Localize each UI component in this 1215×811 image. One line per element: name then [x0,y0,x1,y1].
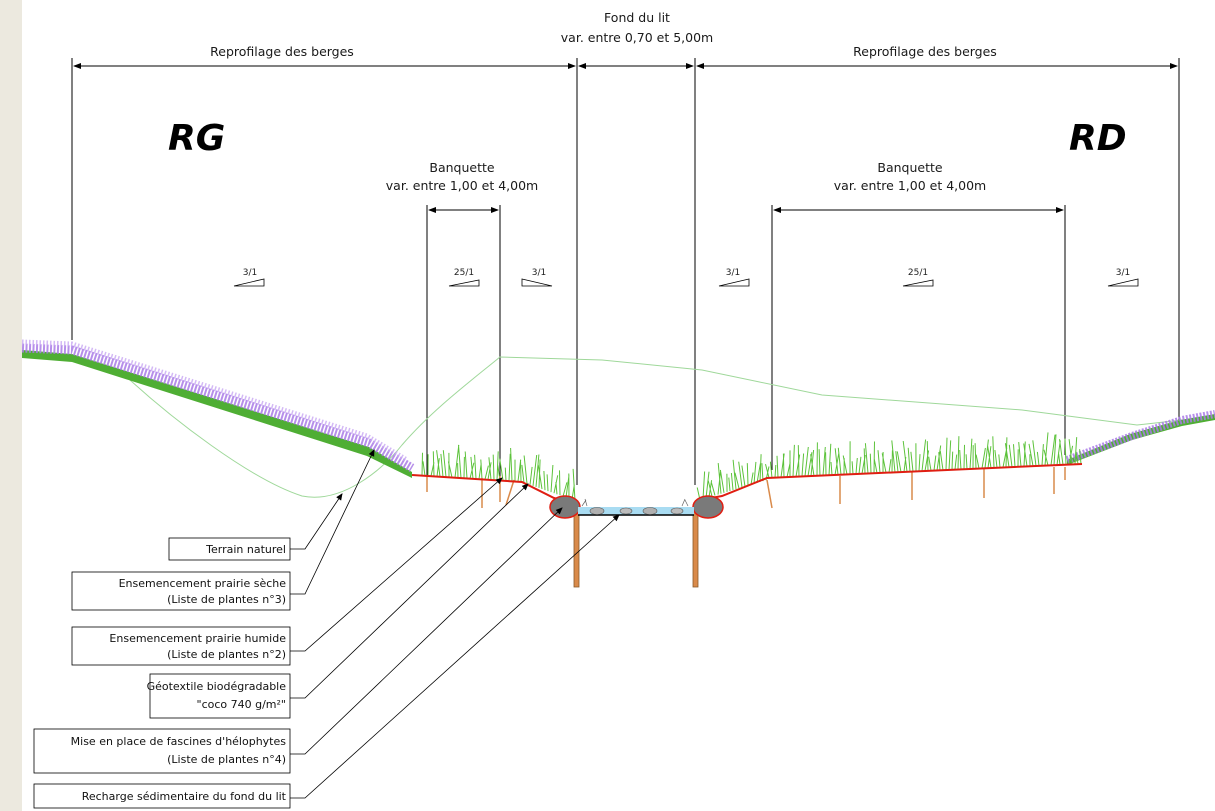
svg-text:Recharge sédimentaire du fond: Recharge sédimentaire du fond du lit [82,790,287,803]
geotextile-line [411,463,1083,501]
svg-text:(Liste de plantes n°3): (Liste de plantes n°3) [167,593,286,606]
svg-text:Terrain naturel: Terrain naturel [205,543,286,556]
legend-item-fascines: Mise en place de fascines d'hélophytes (… [33,728,291,774]
legend-item-wet-meadow: Ensemencement prairie humide (Liste de p… [71,626,291,666]
right-banquette-title: Banquette [877,160,943,175]
sediment-recharge-bed [578,498,694,516]
legend-item-dry-meadow: Ensemencement prairie sèche (Liste de pl… [71,571,291,611]
legend-leaders [290,449,620,799]
cross-section-drawing: Reprofilage des berges Fond du lit var. … [22,0,1215,811]
svg-text:Géotextile biodégradable: Géotextile biodégradable [147,680,287,693]
grass-blades [421,432,1082,501]
slope-indicator: 25/1 [902,268,934,287]
svg-text:3/1: 3/1 [243,268,257,278]
legend: Terrain naturel Ensemencement prairie sè… [33,537,291,809]
legend-item-natural-terrain: Terrain naturel [168,537,291,561]
wet-meadow-seeding [421,432,1082,501]
left-bank-label: RG [168,118,225,159]
dry-meadow-seeding [22,339,1215,478]
svg-text:25/1: 25/1 [908,268,928,278]
bed-title-label: Fond du lit [604,10,670,25]
svg-text:(Liste de plantes n°4): (Liste de plantes n°4) [167,753,286,766]
right-banquette-range: var. entre 1,00 et 4,00m [834,178,986,193]
svg-text:3/1: 3/1 [726,268,740,278]
slope-indicator: 3/1 [718,268,750,287]
svg-text:Ensemencement prairie humide: Ensemencement prairie humide [109,632,286,645]
dimension-lines [71,58,1180,485]
right-bank-label: RD [1069,118,1127,159]
slope-indicator: 25/1 [448,268,480,287]
legend-item-sediment: Recharge sédimentaire du fond du lit [33,783,291,809]
svg-text:(Liste de plantes n°2): (Liste de plantes n°2) [167,648,286,661]
svg-text:"coco 740 g/m²": "coco 740 g/m²" [197,698,286,711]
slope-indicators: 3/1 25/1 3/1 3/1 25/1 3/1 [233,268,1139,287]
svg-text:3/1: 3/1 [532,268,546,278]
svg-text:Mise en place de fascines d'hé: Mise en place de fascines d'hélophytes [71,735,287,748]
svg-text:25/1: 25/1 [454,268,474,278]
left-reprofile-label: Reprofilage des berges [210,44,354,59]
cross-section-svg: Reprofilage des berges Fond du lit var. … [22,10,1215,809]
slope-indicator: 3/1 [521,268,553,287]
bed-range-label: var. entre 0,70 et 5,00m [561,30,713,45]
svg-text:Ensemencement prairie sèche: Ensemencement prairie sèche [119,577,287,590]
left-banquette-range: var. entre 1,00 et 4,00m [386,178,538,193]
stakes [426,467,1066,588]
legend-item-geotextile: Géotextile biodégradable "coco 740 g/m²" [147,673,291,719]
left-banquette-title: Banquette [429,160,495,175]
svg-text:3/1: 3/1 [1116,268,1130,278]
natural-terrain-line [116,356,1183,498]
slope-indicator: 3/1 [233,268,265,287]
right-reprofile-label: Reprofilage des berges [853,44,997,59]
slope-indicator: 3/1 [1107,268,1139,287]
